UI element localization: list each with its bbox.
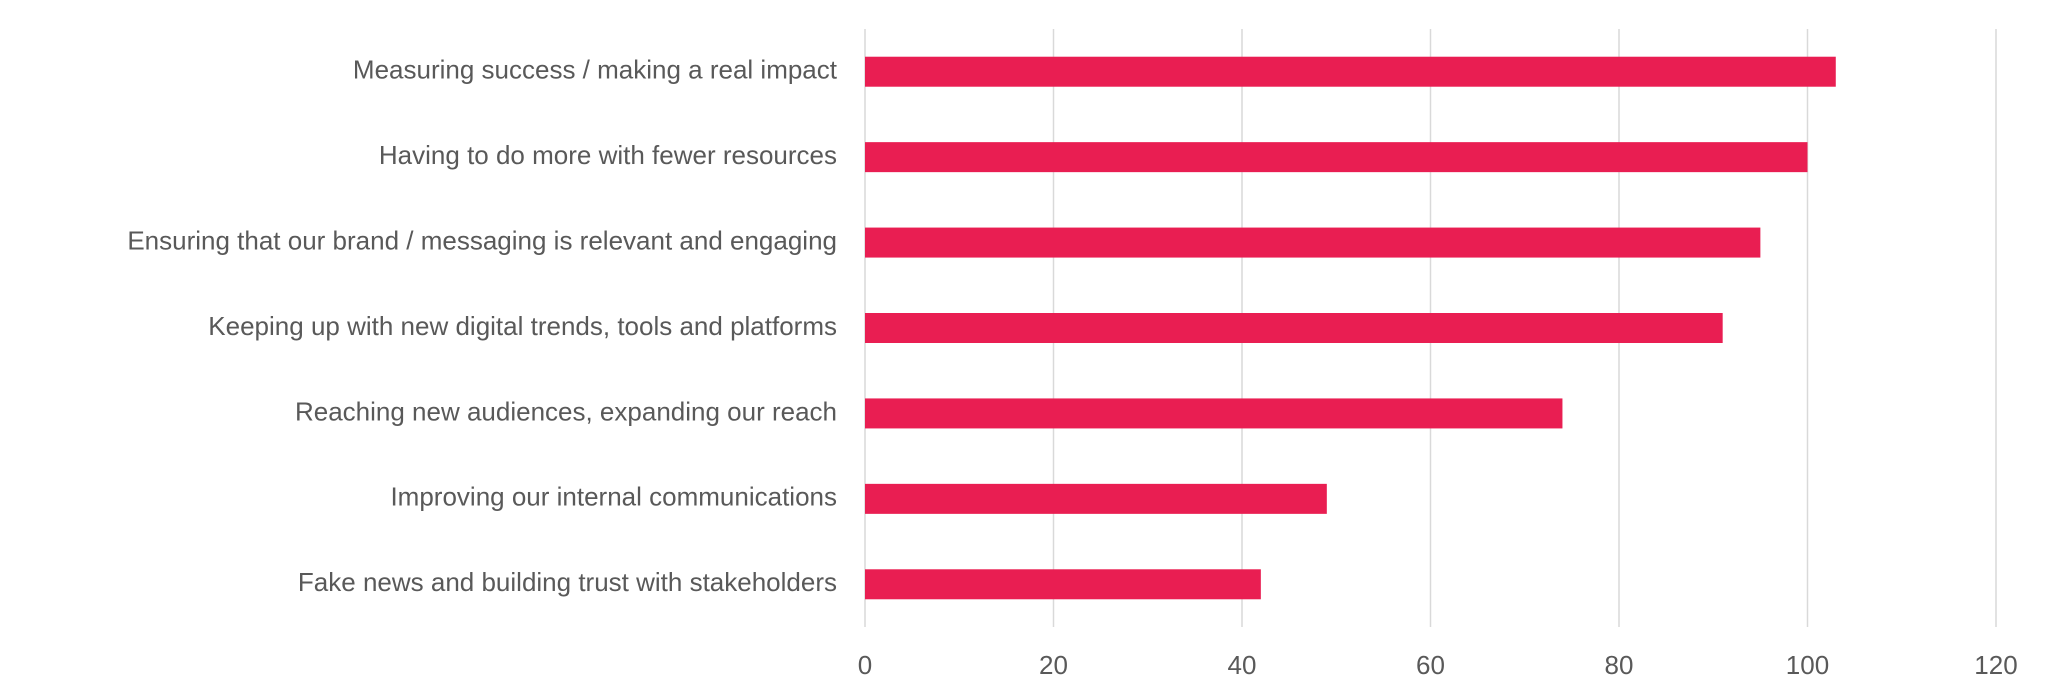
- y-tick-label: Fake news and building trust with stakeh…: [298, 567, 837, 597]
- y-tick-label: Reaching new audiences, expanding our re…: [295, 396, 837, 426]
- x-tick-label: 20: [1039, 650, 1068, 680]
- y-tick-label: Improving our internal communications: [390, 482, 837, 512]
- bar: [865, 398, 1563, 429]
- x-tick-label: 60: [1416, 650, 1445, 680]
- bar: [865, 142, 1808, 173]
- y-tick-label: Measuring success / making a real impact: [353, 55, 838, 85]
- bar: [865, 313, 1723, 343]
- x-tick-label: 100: [1786, 650, 1829, 680]
- x-tick-label: 40: [1228, 650, 1257, 680]
- bar: [865, 569, 1261, 600]
- bar: [865, 483, 1327, 514]
- x-tick-label: 80: [1605, 650, 1634, 680]
- y-tick-label: Keeping up with new digital trends, tool…: [208, 311, 837, 341]
- x-tick-label: 120: [1974, 650, 2017, 680]
- y-tick-label: Ensuring that our brand / messaging is r…: [127, 225, 837, 255]
- x-tick-label: 0: [858, 650, 872, 680]
- y-tick-label: Having to do more with fewer resources: [379, 140, 837, 170]
- bar: [865, 56, 1836, 87]
- bar: [865, 227, 1761, 258]
